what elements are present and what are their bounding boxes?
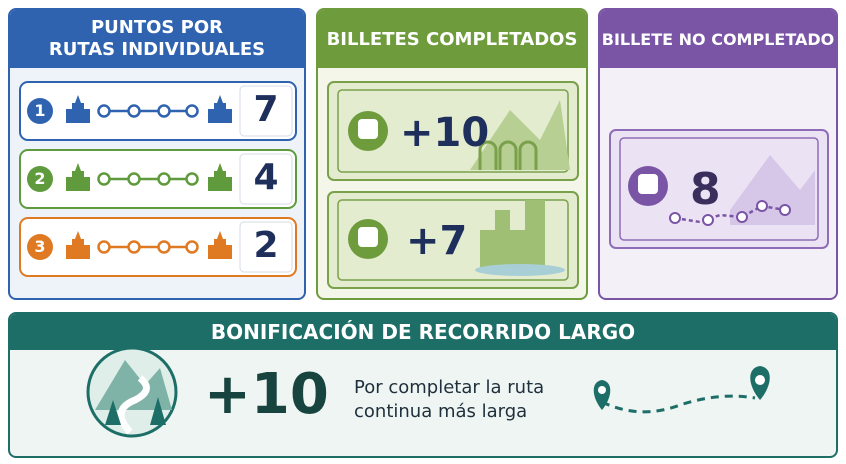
title-line: PUNTOS POR: [90, 17, 224, 38]
shape: [601, 394, 756, 414]
incomplete-header: BILLETE NO COMPLETADO: [600, 10, 836, 68]
building-icon: [208, 231, 232, 259]
ticket: [327, 191, 579, 289]
building-icon: [66, 231, 90, 259]
ticket-points: +10: [400, 110, 490, 156]
route-points: 4: [253, 157, 279, 198]
shape: [756, 200, 768, 212]
shape: [117, 375, 150, 435]
route-badge: [27, 234, 53, 260]
shape: [337, 199, 569, 281]
route-badge: [27, 166, 53, 192]
shape: [779, 204, 791, 216]
ticket-points: 8: [690, 164, 721, 215]
route-stop: [127, 172, 141, 186]
building-icon: [66, 163, 90, 191]
route-stop: [127, 104, 141, 118]
building-icon: [208, 95, 232, 123]
shape: [619, 137, 819, 241]
route-points: 2: [253, 225, 279, 266]
shape: [105, 397, 166, 425]
route-stop: [97, 172, 111, 186]
shape: [358, 119, 378, 139]
score-box: [239, 85, 293, 137]
route-stop: [157, 240, 171, 254]
shape: [19, 81, 297, 277]
ticket: [609, 129, 829, 249]
route-stop: [97, 104, 111, 118]
shape: [478, 140, 538, 170]
completed-header: BILLETES COMPLETADOS: [318, 10, 586, 68]
route-stop: [127, 240, 141, 254]
shape: [593, 380, 611, 410]
bonus-description: Por completar la ruta continua más larga: [354, 376, 544, 424]
shape: [638, 174, 658, 194]
shape: [674, 204, 786, 224]
shape: [598, 386, 606, 394]
mountain-icon: [86, 346, 178, 438]
route-number: 1: [34, 101, 46, 120]
route-stop: [157, 172, 171, 186]
route-number: 3: [34, 237, 46, 256]
description-line: continua más larga: [354, 401, 528, 422]
title-line: RUTAS INDIVIDUALES: [48, 39, 266, 60]
shape: [669, 212, 681, 224]
description-line: Por completar la ruta: [354, 377, 545, 398]
shape: [730, 155, 815, 225]
bonus-points: +10: [204, 362, 329, 427]
shape: [702, 214, 714, 226]
route-stop: [185, 172, 199, 186]
shape: [475, 264, 565, 276]
ticket: [327, 81, 579, 181]
score-box: [239, 221, 293, 273]
shape: [755, 375, 765, 385]
shape: [337, 89, 569, 173]
shape: [480, 200, 545, 270]
route-icon: [593, 366, 770, 414]
score-box: [239, 153, 293, 205]
routes-header: PUNTOS POR RUTAS INDIVIDUALES: [10, 10, 304, 68]
route-stop: [185, 240, 199, 254]
bonus-header: BONIFICACIÓN DE RECORRIDO LARGO: [10, 314, 836, 350]
building-icon: [66, 95, 90, 123]
route-points: 7: [253, 89, 279, 130]
ticket-points: +7: [406, 218, 468, 264]
route-stop: [97, 240, 111, 254]
building-icon: [208, 163, 232, 191]
shape: [358, 227, 378, 247]
route-number: 2: [34, 169, 46, 188]
route-stop: [157, 104, 171, 118]
shape: [95, 360, 172, 410]
route-stop: [185, 104, 199, 118]
shape: [736, 211, 748, 223]
route-badge: [27, 98, 53, 124]
